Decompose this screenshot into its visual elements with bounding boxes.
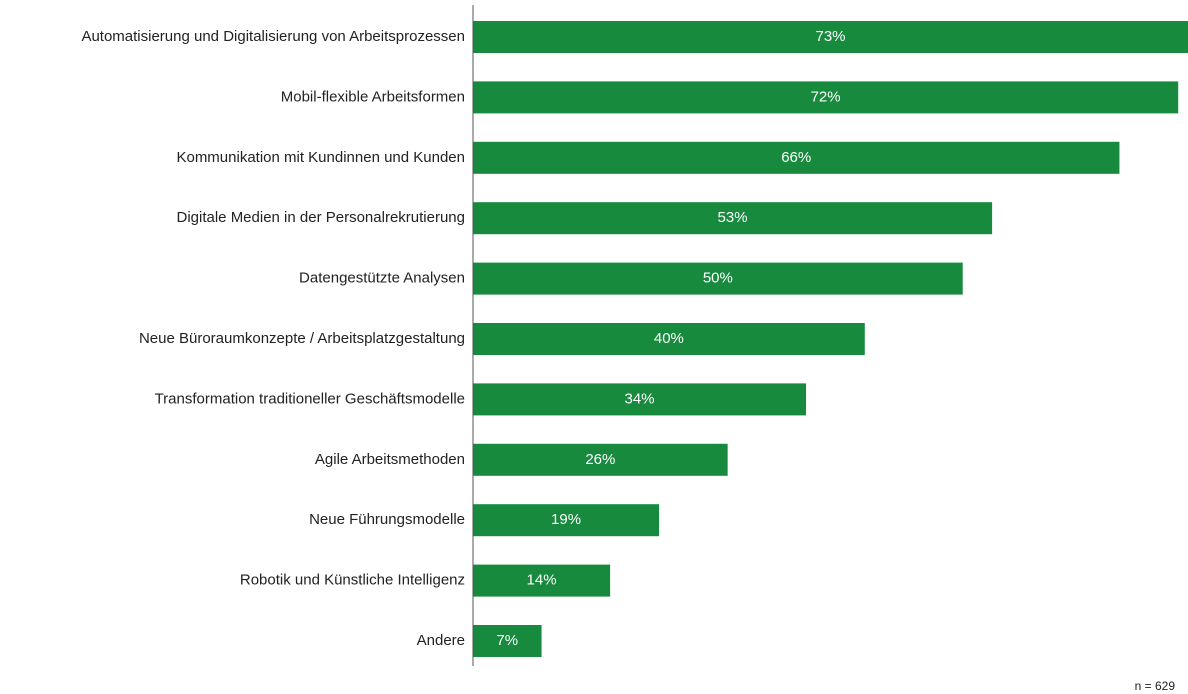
category-label: Transformation traditioneller Geschäftsm… <box>155 390 465 407</box>
category-label: Automatisierung und Digitalisierung von … <box>81 28 465 45</box>
bar <box>473 323 865 355</box>
value-label: 50% <box>703 270 733 287</box>
value-label: 26% <box>585 451 615 468</box>
category-label: Agile Arbeitsmethoden <box>315 451 465 468</box>
category-label: Digitale Medien in der Personalrekrutier… <box>177 209 466 226</box>
category-label: Neue Büroraumkonzepte / Arbeitsplatzgest… <box>139 330 465 347</box>
value-label: 7% <box>496 632 518 649</box>
category-label: Datengestützte Analysen <box>299 270 465 287</box>
annotation: n = 629 <box>1135 679 1176 693</box>
category-label: Mobil-flexible Arbeitsformen <box>281 88 465 105</box>
value-label: 40% <box>654 330 684 347</box>
value-label: 14% <box>527 572 557 589</box>
bar <box>473 202 993 235</box>
bar <box>473 141 1120 174</box>
category-label: Neue Führungsmodelle <box>309 511 465 528</box>
value-label: 34% <box>624 390 654 407</box>
value-label: 66% <box>781 149 811 166</box>
category-label: Robotik und Künstliche Intelligenz <box>240 572 465 589</box>
bar <box>473 262 963 295</box>
bar <box>473 504 660 537</box>
category-label: Kommunikation mit Kundinnen und Kunden <box>176 149 465 166</box>
value-label: 19% <box>551 511 581 528</box>
category-label: Andere <box>417 632 465 649</box>
bar <box>473 383 807 416</box>
value-label: 53% <box>718 209 748 226</box>
value-label: 72% <box>811 88 841 105</box>
bar <box>473 443 728 476</box>
bar <box>473 564 611 597</box>
bar <box>473 81 1179 114</box>
value-label: 73% <box>815 28 845 45</box>
bar <box>473 625 542 657</box>
bar <box>473 21 1188 53</box>
